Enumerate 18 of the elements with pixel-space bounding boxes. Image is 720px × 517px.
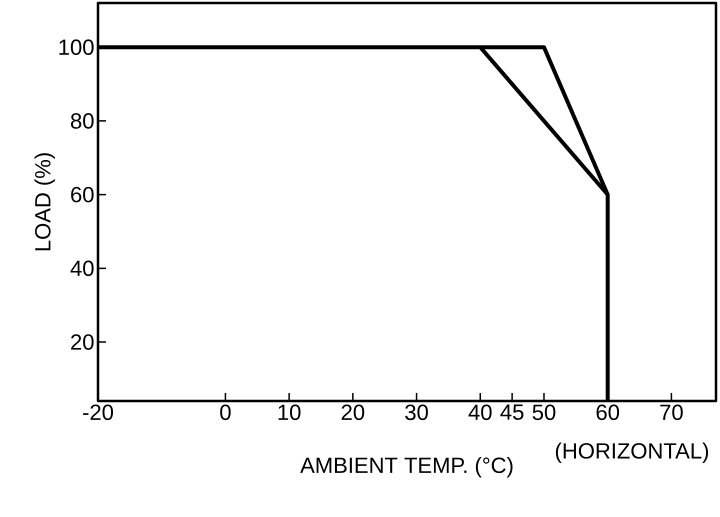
x-tick-label: 70 [660, 404, 683, 420]
x-tick-label: -20 [83, 404, 114, 420]
y-tick-label: 40 [70, 260, 94, 276]
x-tick-label: 0 [220, 404, 231, 420]
x-tick-label: 45 [500, 404, 524, 420]
x-tick-label: 60 [596, 404, 620, 420]
x-tick-label: 50 [532, 404, 556, 420]
x-tick-label: 30 [405, 404, 428, 420]
y-tick-label: 20 [71, 334, 94, 350]
y-tick-label: 100 [59, 39, 94, 56]
x-tick-label: 40 [468, 404, 492, 420]
x-tick-label: 10 [278, 404, 301, 420]
text: (HORIZONTAL) [556, 442, 708, 464]
x-tick-label: 20 [342, 404, 364, 420]
x-axis-title: AMBIENT TEMP. (°C) [300, 456, 513, 478]
y-axis-title: LOAD (%) [34, 153, 55, 250]
y-tick-label: 60 [71, 186, 94, 202]
y-tick-label: 80 [70, 113, 94, 129]
